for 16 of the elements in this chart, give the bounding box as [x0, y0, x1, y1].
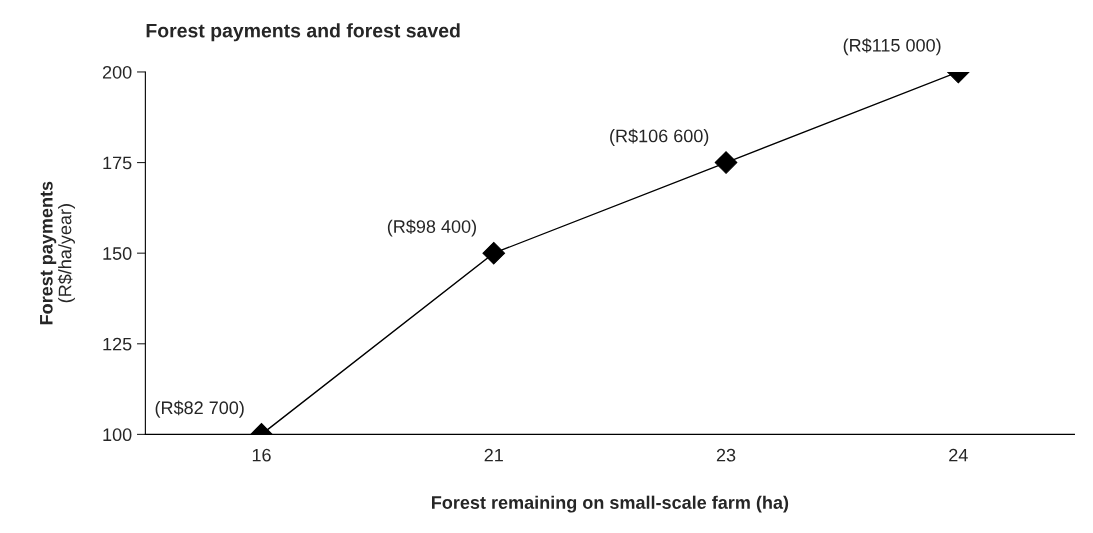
chart-title: Forest payments and forest saved [146, 23, 460, 42]
x-tick-label: 16 [252, 448, 271, 462]
y-tick-label: 175 [103, 156, 132, 170]
annotation: (R$98 400) [387, 219, 476, 237]
annotation: (R$82 700) [155, 400, 244, 418]
x-tick-label: 23 [716, 448, 736, 462]
annotation: (R$106 600) [610, 128, 709, 146]
x-axis-title: Forest remaining on small-scale farm (ha) [432, 495, 789, 513]
x-tick-label: 24 [949, 448, 968, 462]
y-tick-label: 100 [103, 428, 132, 442]
x-tick-label: 21 [484, 448, 503, 462]
annotation: (R$115 000) [843, 38, 941, 56]
y-tick-label: 150 [103, 247, 132, 260]
y-axis-title: Forest payments (R$/ha/year) [40, 181, 75, 325]
y-tick-label: 200 [102, 65, 132, 79]
y-tick-label: 125 [103, 337, 132, 351]
